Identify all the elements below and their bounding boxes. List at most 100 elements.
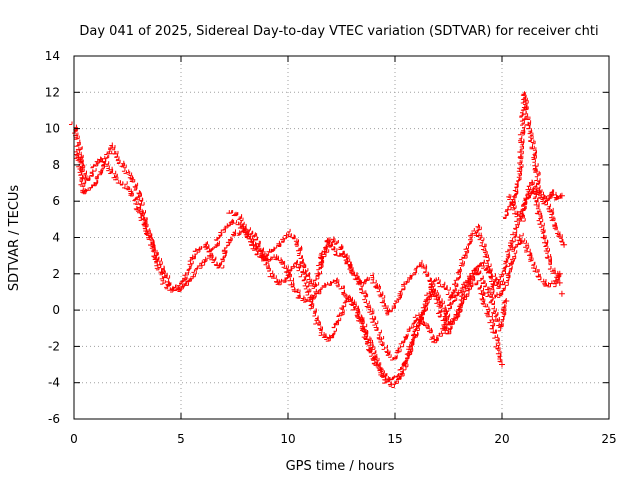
data-point — [543, 248, 548, 252]
data-point — [481, 291, 485, 295]
data-point — [213, 261, 218, 266]
data-point — [305, 292, 310, 296]
data-point — [391, 384, 395, 388]
series-track-6 — [506, 179, 563, 286]
data-point — [469, 280, 473, 285]
data-point — [74, 136, 78, 140]
data-point — [371, 319, 375, 323]
data-point — [303, 270, 307, 274]
data-point — [480, 275, 484, 279]
data-point — [384, 344, 388, 349]
data-point — [112, 170, 117, 175]
data-point — [299, 255, 303, 259]
grid-lines — [74, 56, 609, 419]
data-point — [292, 288, 296, 292]
data-point — [341, 289, 345, 293]
data-point — [216, 240, 220, 245]
data-point — [414, 331, 418, 336]
data-point — [134, 206, 138, 211]
data-point — [535, 205, 540, 210]
data-point — [85, 187, 89, 192]
data-point — [441, 300, 445, 305]
data-point — [166, 282, 170, 286]
data-point — [437, 279, 441, 283]
data-point — [315, 270, 319, 275]
data-point — [144, 230, 148, 234]
data-point — [142, 225, 147, 229]
data-point — [374, 285, 379, 289]
data-point — [141, 216, 145, 221]
data-point — [288, 273, 292, 278]
data-point — [547, 208, 551, 212]
data-point — [302, 264, 307, 268]
data-point — [354, 276, 358, 281]
data-point — [410, 341, 415, 346]
data-point — [447, 287, 451, 291]
data-points — [69, 91, 568, 388]
data-point — [361, 334, 366, 338]
data-point — [542, 281, 547, 286]
data-point — [198, 246, 202, 250]
data-point — [416, 323, 420, 328]
data-point — [513, 250, 518, 254]
data-point — [154, 258, 158, 262]
data-point — [559, 239, 564, 243]
data-point — [208, 248, 212, 253]
data-point — [443, 317, 447, 321]
data-point — [544, 201, 548, 206]
data-point — [315, 317, 319, 321]
data-point — [527, 130, 532, 135]
data-point — [371, 315, 376, 320]
data-point — [493, 330, 497, 334]
data-point — [265, 252, 270, 257]
data-point — [150, 243, 154, 247]
data-point — [523, 116, 528, 120]
data-point — [301, 277, 306, 282]
y-tick-label: 10 — [45, 122, 60, 136]
data-point — [277, 242, 281, 247]
data-point — [249, 242, 253, 246]
y-tick-label: 14 — [45, 49, 60, 63]
data-point — [482, 247, 487, 252]
data-point — [126, 171, 131, 175]
data-point — [135, 201, 139, 205]
data-point — [229, 237, 233, 242]
y-axis-label: SDTVAR / TECUs — [7, 185, 22, 292]
data-point — [541, 230, 545, 234]
data-point — [421, 321, 425, 325]
data-point — [370, 276, 375, 281]
data-point — [435, 277, 440, 281]
data-point — [438, 330, 442, 335]
data-point — [376, 288, 381, 293]
data-point — [478, 232, 482, 237]
data-point — [246, 235, 251, 240]
data-point — [510, 204, 514, 209]
data-point — [433, 293, 437, 297]
data-point — [362, 296, 366, 301]
data-point — [480, 280, 485, 284]
data-point — [316, 320, 320, 324]
data-point — [366, 346, 370, 351]
data-point — [556, 279, 563, 286]
data-point — [322, 333, 327, 337]
data-point — [521, 96, 525, 100]
data-point — [506, 254, 511, 258]
data-point — [331, 331, 336, 335]
data-point — [367, 304, 371, 309]
data-point — [303, 299, 307, 303]
data-point — [78, 171, 83, 176]
data-point — [286, 231, 290, 236]
data-point — [74, 155, 78, 159]
data-point — [481, 265, 485, 269]
data-point — [423, 265, 428, 270]
data-point — [79, 146, 83, 150]
data-point — [356, 317, 360, 322]
data-point — [549, 191, 554, 196]
data-point — [532, 162, 536, 167]
data-point — [296, 267, 300, 272]
data-point — [331, 246, 335, 251]
data-point — [317, 322, 321, 326]
data-point — [510, 231, 514, 236]
data-point — [332, 239, 336, 243]
data-point — [358, 280, 363, 284]
